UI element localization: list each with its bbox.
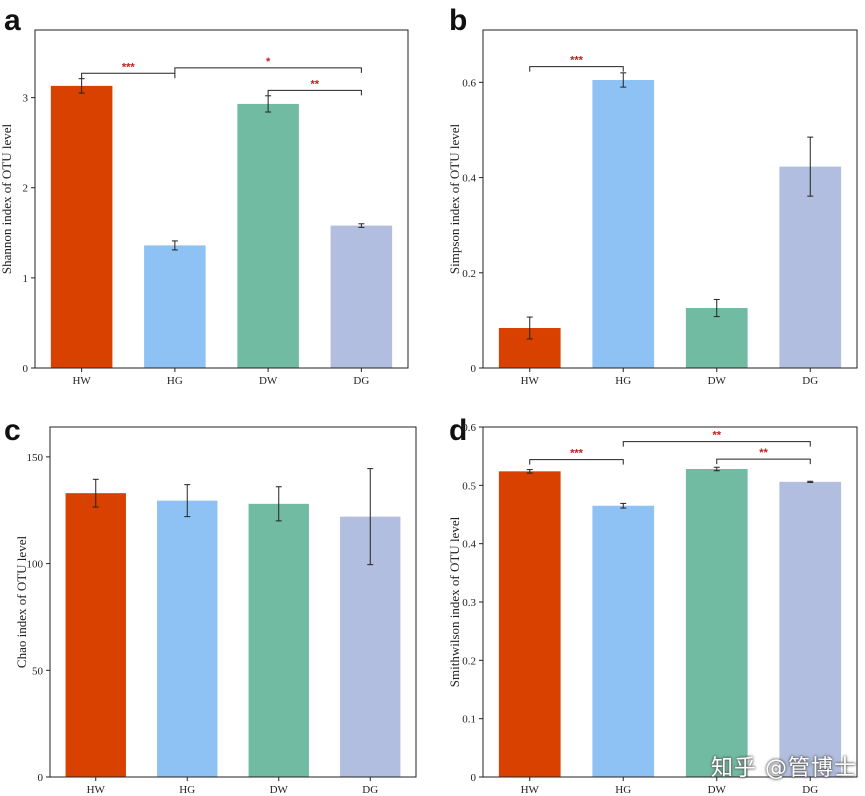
significance-bracket [716,458,811,465]
x-tick-label: HW [521,375,540,387]
x-tick-label: DW [270,784,289,796]
axes-frame [482,29,858,369]
y-tick-label: 0.2 [462,655,476,667]
y-axis-title: Simpson index of OTU level [447,124,462,275]
bar-dw [248,503,309,777]
panel-letter: d [449,414,467,447]
bar-hg [157,500,218,777]
significance-bracket [529,66,624,72]
x-tick-label: DW [708,784,727,796]
x-tick-label: DG [362,784,378,796]
y-tick-label: 2 [23,183,29,195]
bar-dg [330,225,393,368]
y-axis-title: Shannon index of OTU level [0,124,14,275]
x-tick-label: HG [615,784,631,796]
y-tick-label: 0.2 [462,268,476,280]
panel-d: d 0 0.1 0.2 0.3 0.4 0.5 0.6 HW HG DW DG Smithwilson … [447,414,858,796]
bar-hg [144,245,206,368]
y-tick-label: 150 [27,452,44,464]
axes-frame [49,426,417,778]
panel-b: b 0 0.2 0.4 0.6 HW HG DW DG Simpson index of OTU … [447,4,858,387]
significance-bracket [174,67,362,73]
y-tick-label: 0.6 [462,422,476,434]
bar-hg [592,79,655,369]
y-tick-label: 0 [471,363,477,375]
y-tick-label: 3 [23,93,29,105]
x-tick-label: DG [802,375,818,387]
y-tick-label: 0 [38,772,44,784]
y-tick-label: 0.4 [462,539,476,551]
x-tick-label: DG [802,784,818,796]
panel-letter: c [4,414,21,447]
y-tick-label: 1 [23,273,29,285]
bar-hw [65,493,126,777]
y-tick-label: 0.5 [462,480,476,492]
significance-label: *** [570,55,584,67]
bar-dw [685,469,748,777]
bar-hg [592,505,655,777]
y-axis-title: Chao index of OTU level [14,536,29,669]
y-tick-label: 0 [23,363,29,375]
y-tick-label: 50 [32,665,44,677]
x-tick-label: HG [167,375,183,387]
x-tick-label: DW [259,375,278,387]
bar-dw [237,103,299,368]
y-tick-label: 0.6 [462,77,476,89]
panel-a: a 0 1 2 3 HW HG DW DG Shannon index of OTU level *… [0,4,409,387]
significance-label: ** [759,447,768,459]
significance-label: *** [570,448,584,460]
y-tick-label: 0.1 [462,714,476,726]
x-tick-label: HW [521,784,540,796]
y-tick-label: 0 [471,772,477,784]
panel-letter: a [4,4,21,37]
panel-c: c 0 50 100 150 HW HG DW DG Chao index of OTU leve… [4,414,417,796]
bar-hw [498,471,561,777]
significance-bracket [622,441,811,447]
significance-label: ** [310,78,319,90]
significance-label: *** [122,61,136,73]
bar-dg [779,481,842,777]
significance-label: * [266,56,271,68]
x-tick-label: HG [179,784,195,796]
panel-letter: b [449,4,467,37]
y-tick-label: 100 [27,559,44,571]
x-tick-label: DG [353,375,369,387]
watermark: 知乎 @管博士 [711,756,857,781]
y-tick-label: 0.4 [462,173,476,185]
bar-dw [685,308,748,368]
axes-frame [34,29,409,369]
significance-bracket [529,459,624,465]
x-tick-label: HW [72,375,91,387]
bar-dg [779,166,842,368]
x-tick-label: HW [87,784,106,796]
significance-bracket [81,72,176,79]
x-tick-label: HG [615,375,631,387]
significance-bracket [267,89,362,96]
y-axis-title: Smithwilson index of OTU level [447,516,462,687]
y-tick-label: 0.3 [462,597,476,609]
bar-hw [50,85,113,369]
x-tick-label: DW [708,375,727,387]
significance-label: ** [712,430,721,442]
